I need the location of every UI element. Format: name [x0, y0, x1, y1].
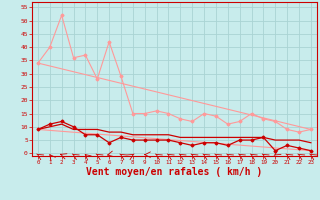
- X-axis label: Vent moyen/en rafales ( km/h ): Vent moyen/en rafales ( km/h ): [86, 167, 262, 177]
